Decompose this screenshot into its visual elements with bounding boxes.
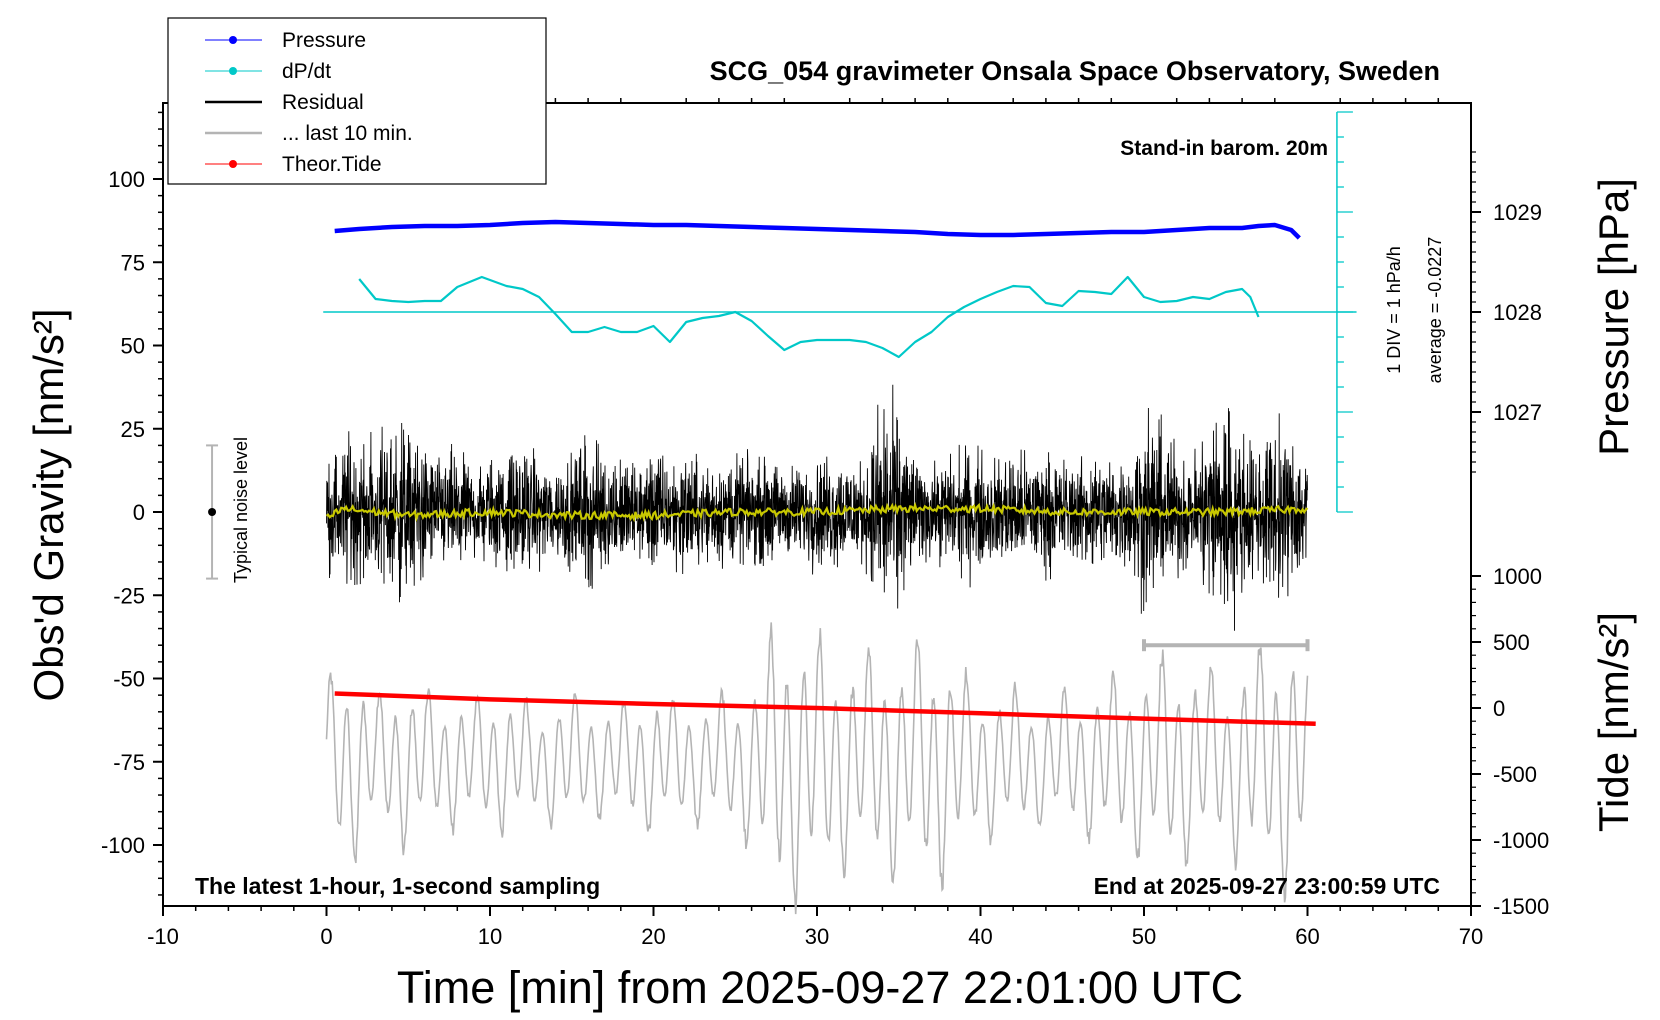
- tide-tick-label: 500: [1493, 630, 1530, 655]
- sampling-note: The latest 1-hour, 1-second sampling: [195, 873, 600, 899]
- y-axis-title-pressure: Pressure [hPa]: [1590, 178, 1637, 456]
- barometer-note: Stand-in barom. 20m: [1120, 137, 1328, 160]
- y-tick-label: 50: [121, 334, 145, 359]
- end-time-note: End at 2025-09-27 23:00:59 UTC: [1094, 873, 1440, 899]
- yellow-series: [325, 501, 1309, 523]
- y-tick-label: -25: [113, 583, 145, 608]
- pressure-series: [334, 219, 1301, 240]
- dpdt-scale-label: 1 DIV = 1 hPa/h: [1384, 246, 1404, 374]
- x-tick-label: 20: [641, 924, 665, 949]
- theor-tide-series: [334, 691, 1316, 727]
- y-axis-title-left: Obs'd Gravity [nm/s²]: [25, 308, 72, 701]
- noise-bar-dot: [208, 508, 217, 516]
- chart-title: SCG_054 gravimeter Onsala Space Observat…: [710, 56, 1440, 86]
- legend-label: Pressure: [282, 29, 366, 52]
- y-tick-label: -50: [113, 667, 145, 692]
- legend-marker: [229, 67, 237, 75]
- x-axis-title: Time [min] from 2025-09-27 22:01:00 UTC: [397, 962, 1243, 1013]
- yellow-line: [325, 501, 1309, 523]
- theor-tide-line: [334, 691, 1316, 727]
- x-tick-label: 60: [1295, 924, 1319, 949]
- legend-marker: [229, 160, 237, 168]
- pressure-line: [334, 219, 1301, 240]
- noise-level-label: Typical noise level: [231, 437, 251, 583]
- y-tick-label: 25: [121, 417, 145, 442]
- y-axis-title-tide: Tide [nm/s²]: [1590, 612, 1637, 832]
- legend-label: Residual: [282, 91, 364, 114]
- dpdt-series: [323, 111, 1357, 513]
- y-tick-label: 75: [121, 250, 145, 275]
- legend-label: dP/dt: [282, 60, 331, 83]
- legend: Pressure dP/dt Residual ... last 10 min. The…: [167, 17, 547, 185]
- x-tick-label: 40: [968, 924, 992, 949]
- pressure-tick-label: 1029: [1493, 200, 1542, 225]
- tide-tick-label: -1000: [1493, 828, 1549, 853]
- pressure-tick-label: 1028: [1493, 300, 1542, 325]
- residual-series: [326, 384, 1308, 631]
- tide-tick-label: 0: [1493, 696, 1505, 721]
- dpdt-average-label: average = -0.0227: [1425, 237, 1445, 384]
- pressure-tick-label: 1027: [1493, 400, 1542, 425]
- dpdt-line: [358, 275, 1260, 359]
- tide-tick-label: -500: [1493, 762, 1537, 787]
- last-10-min-line: [325, 622, 1309, 915]
- legend-marker: [229, 36, 237, 44]
- last-10-min-series: [325, 622, 1309, 915]
- x-tick-label: 10: [478, 924, 502, 949]
- legend-label: ... last 10 min.: [282, 122, 413, 145]
- x-tick-label: 30: [805, 924, 829, 949]
- x-tick-label: 50: [1132, 924, 1156, 949]
- x-tick-label: 70: [1459, 924, 1483, 949]
- tide-tick-label: -1500: [1493, 894, 1549, 919]
- y-tick-label: 0: [133, 500, 145, 525]
- x-tick-label: -10: [147, 924, 179, 949]
- legend-label: Theor.Tide: [282, 153, 382, 176]
- tide-tick-label: 1000: [1493, 564, 1542, 589]
- y-tick-label: -100: [101, 833, 145, 858]
- y-tick-label: -75: [113, 750, 145, 775]
- axes: -10 0 10 20 30 40 50 60 701007550250-25-50-75-10…: [101, 98, 1549, 949]
- residual-line: [326, 384, 1308, 631]
- y-tick-label: 100: [108, 167, 145, 192]
- x-tick-label: 0: [320, 924, 332, 949]
